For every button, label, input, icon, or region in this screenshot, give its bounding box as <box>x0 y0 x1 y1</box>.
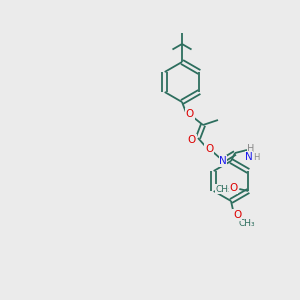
Text: O: O <box>233 210 241 220</box>
Text: methoxy: methoxy <box>220 187 226 188</box>
Text: H: H <box>253 152 259 161</box>
Text: H: H <box>247 144 255 154</box>
Text: CH₃: CH₃ <box>215 184 232 194</box>
Text: O: O <box>205 144 213 154</box>
Text: O: O <box>229 183 237 193</box>
Text: N: N <box>219 156 227 166</box>
Text: O: O <box>186 109 194 119</box>
Text: CH₃: CH₃ <box>239 218 255 227</box>
Text: O: O <box>188 135 196 145</box>
Text: N: N <box>245 152 253 162</box>
